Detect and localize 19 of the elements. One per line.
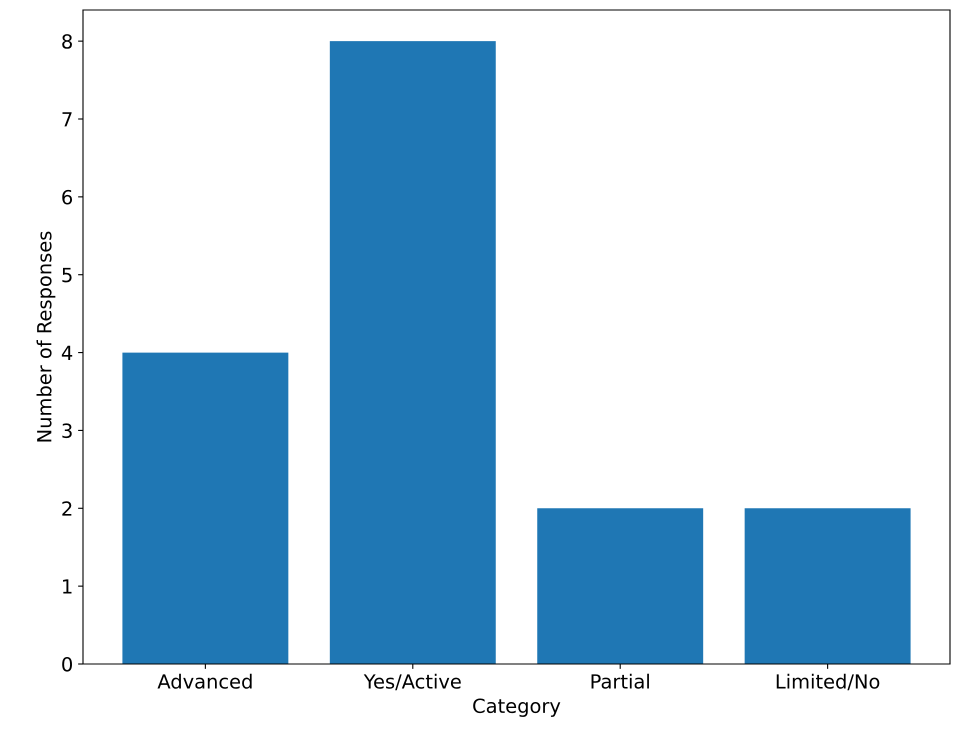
y-tick-label: 5 bbox=[62, 268, 72, 282]
x-axis-title: Category bbox=[473, 698, 560, 717]
bar bbox=[330, 41, 496, 664]
y-tick-label: 8 bbox=[62, 34, 72, 49]
y-tick-label: 7 bbox=[62, 112, 72, 126]
x-tick-label: Advanced bbox=[158, 674, 252, 689]
bar bbox=[122, 352, 288, 664]
x-tick-label: Partial bbox=[592, 674, 649, 689]
x-tick-label: Limited/No bbox=[776, 674, 880, 690]
y-tick-label: 6 bbox=[62, 190, 72, 205]
bar bbox=[537, 508, 704, 664]
y-tick-label: 4 bbox=[62, 346, 72, 360]
y-axis-title: Number of Responses bbox=[36, 232, 56, 442]
y-tick-label: 3 bbox=[62, 423, 72, 438]
y-tick-label: 1 bbox=[63, 579, 72, 594]
y-tick-label: 2 bbox=[62, 501, 72, 516]
y-tick-label: 0 bbox=[62, 656, 72, 672]
bar bbox=[744, 508, 911, 664]
x-tick-label: Yes/Active bbox=[364, 674, 461, 690]
